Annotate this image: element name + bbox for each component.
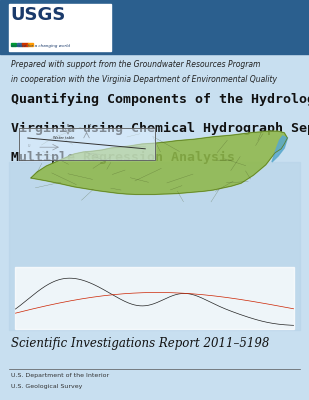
Bar [28, 43, 33, 46]
Bar [17, 43, 22, 46]
Bar [9, 162, 300, 330]
Text: Virginia using Chemical Hydrograph Separation and: Virginia using Chemical Hydrograph Separ… [11, 122, 309, 135]
Text: Water table: Water table [53, 136, 74, 140]
Polygon shape [31, 131, 287, 194]
Text: ET: ET [87, 124, 91, 128]
Text: U.S. Department of the Interior: U.S. Department of the Interior [11, 373, 109, 378]
Text: Scientific Investigations Report 2011–5198: Scientific Investigations Report 2011–51… [11, 337, 269, 350]
Polygon shape [272, 136, 287, 162]
Bar [22, 43, 28, 46]
Text: science for a changing world: science for a changing world [11, 44, 70, 48]
Polygon shape [19, 128, 154, 160]
Text: U: U [28, 144, 30, 148]
Bar [11, 43, 16, 46]
Text: P: P [66, 124, 68, 128]
Text: in cooperation with the Virginia Department of Environmental Quality: in cooperation with the Virginia Departm… [11, 75, 277, 84]
Bar [9, 4, 111, 51]
Text: U.S. Geological Survey: U.S. Geological Survey [11, 384, 82, 389]
Text: USGS: USGS [11, 6, 66, 24]
Text: Quantifying Components of the Hydrologic Cycle in: Quantifying Components of the Hydrologic… [11, 93, 309, 106]
Bar [15, 267, 294, 329]
Text: Multiple Regression Analysis: Multiple Regression Analysis [11, 151, 235, 164]
Text: Prepared with support from the Groundwater Resources Program: Prepared with support from the Groundwat… [11, 60, 260, 69]
Bar [0, 0, 309, 54]
